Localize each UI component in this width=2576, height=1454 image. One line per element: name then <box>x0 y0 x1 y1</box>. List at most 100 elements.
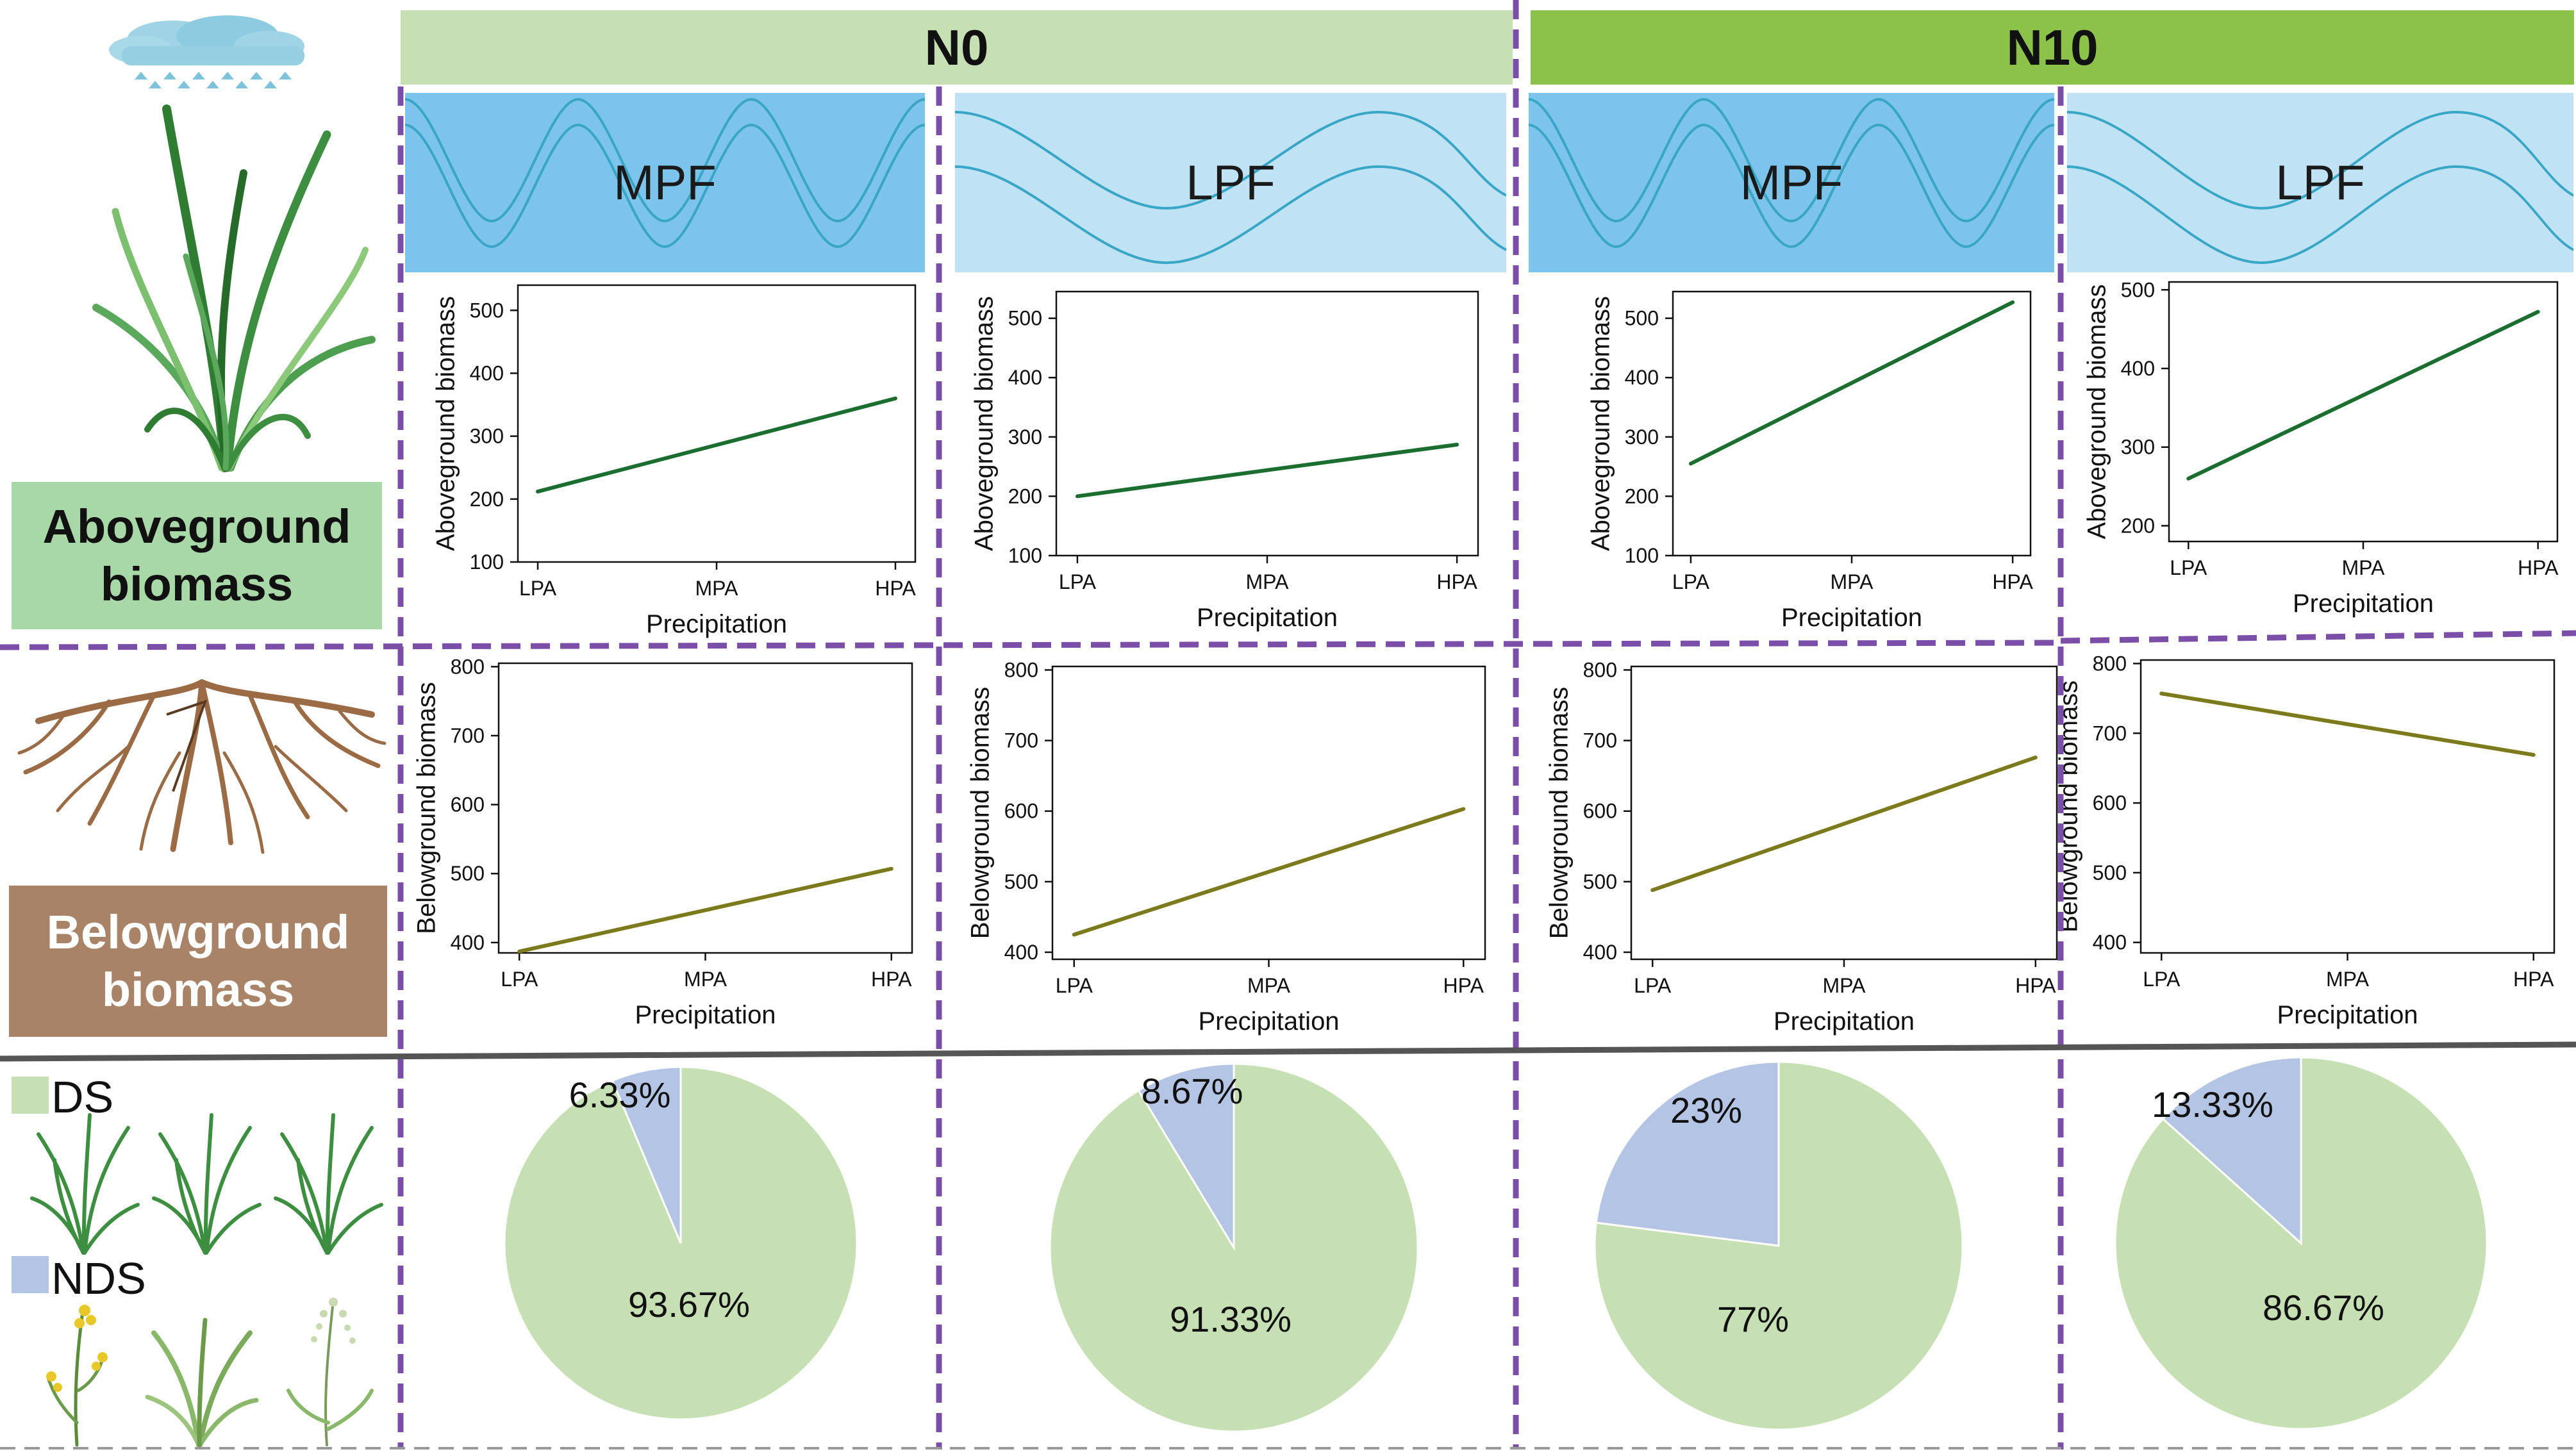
chart-pie-n0-mpf: 93.67% 6.33% <box>503 1066 858 1421</box>
x-axis-label: Precipitation <box>2293 590 2434 618</box>
y-tick-label: 200 <box>1008 484 1042 508</box>
y-tick-label: 100 <box>1008 544 1042 567</box>
y-tick-label: 300 <box>1008 425 1042 449</box>
y-tick-label: 500 <box>2093 861 2127 884</box>
y-axis-label: Aboveground biomass <box>432 296 460 551</box>
y-tick-label: 800 <box>1004 659 1038 682</box>
pie-label-nds: 23% <box>1670 1090 1742 1130</box>
y-tick-label: 600 <box>2093 791 2127 814</box>
y-tick-label: 800 <box>451 655 485 678</box>
chart-ag-n0-mpf: 100 200 300 400 500 LPA MPA HPA Precipitation Abo… <box>432 284 917 638</box>
y-axis-label: Belowground biomass <box>413 682 441 934</box>
plot-frame <box>2140 659 2555 954</box>
series-line <box>2159 691 2536 757</box>
chart-pie-n10-mpf: 77% 23% <box>1593 1061 1964 1431</box>
y-tick-label: 200 <box>1625 484 1659 508</box>
y-tick-label: 600 <box>1583 800 1617 823</box>
x-tick-label: HPA <box>2518 556 2559 579</box>
chart-pie-n0-lpf: 91.33% 8.67% <box>1049 1062 1419 1433</box>
pie-label-nds: 8.67% <box>1142 1071 1243 1111</box>
chart-ag-n10-mpf: 100 200 300 400 500 LPA MPA HPA Precipitation Abo… <box>1587 290 2033 632</box>
legend-ds-swatch <box>12 1077 49 1114</box>
plot-frame <box>517 284 917 563</box>
chart-bg-n0-mpf: 400 500 600 700 800 LPA MPA HPA Precipitation Bel… <box>413 655 913 1029</box>
x-tick-label: LPA <box>1672 570 1710 593</box>
x-tick-label: MPA <box>2342 556 2386 579</box>
n10-header: N10 <box>1531 10 2574 85</box>
chart-ag-n10-lpf: 200 300 400 500 LPA MPA HPA Precipitation Aboveg… <box>2083 278 2559 618</box>
pie-slice-nds <box>1595 1061 1780 1247</box>
chart-bg-n10-lpf: 400 500 600 700 800 LPA MPA HPA Precipitation Bel… <box>2055 652 2555 1029</box>
root-system-icon <box>17 679 386 854</box>
pie-slice-nds <box>1137 1062 1235 1252</box>
belowground-row-label: Belowground biomass <box>9 886 387 1037</box>
x-tick-label: HPA <box>2015 974 2056 997</box>
lpf-band-n0: LPF <box>955 93 1506 272</box>
x-tick-label: MPA <box>1831 570 1874 593</box>
y-tick-label: 400 <box>1583 941 1617 964</box>
series-line <box>1075 442 1459 499</box>
x-tick-label: LPA <box>1634 974 1672 997</box>
y-tick-label: 300 <box>1625 425 1659 449</box>
x-tick-label: LPA <box>1056 974 1093 997</box>
n0-header: N0 <box>401 10 1513 85</box>
pie-label-nds: 6.33% <box>569 1075 671 1115</box>
y-tick-label: 300 <box>2121 436 2155 459</box>
y-tick-label: 400 <box>2093 931 2127 954</box>
x-tick-label: LPA <box>2143 968 2181 991</box>
x-axis-label: Precipitation <box>1781 604 1922 632</box>
pie-label-ds: 77% <box>1717 1299 1789 1339</box>
y-tick-label: 700 <box>2093 722 2127 745</box>
y-tick-label: 600 <box>1004 800 1038 823</box>
x-axis-label: Precipitation <box>646 610 787 638</box>
y-tick-label: 100 <box>1625 544 1659 567</box>
x-tick-label: MPA <box>684 968 727 991</box>
chart-ag-n0-lpf: 100 200 300 400 500 LPA MPA HPA Precipitation Abo… <box>970 290 1479 632</box>
ds-plants-icon <box>30 1113 383 1255</box>
plot-frame <box>497 662 913 954</box>
y-tick-label: 400 <box>1625 366 1659 389</box>
y-tick-label: 200 <box>2121 514 2155 537</box>
plot-frame <box>1672 290 2032 557</box>
mpf-label-n10: MPF <box>1740 155 1843 210</box>
y-axis-label: Belowground biomass <box>1545 687 1574 939</box>
y-tick-label: 500 <box>1008 307 1042 330</box>
x-axis-label: Precipitation <box>635 1001 776 1029</box>
chart-bg-n10-mpf: 400 500 600 700 800 LPA MPA HPA Precipitation Bel… <box>1545 659 2058 1036</box>
x-tick-label: LPA <box>1059 570 1097 593</box>
x-tick-label: MPA <box>695 577 739 600</box>
y-tick-label: 700 <box>1583 729 1617 752</box>
y-axis-label: Belowground biomass <box>2055 681 2083 933</box>
nds-plants-icon <box>46 1298 374 1448</box>
y-tick-label: 400 <box>1008 366 1042 389</box>
lpf-label-n10: LPF <box>2275 155 2365 210</box>
mpf-band-n10: MPF <box>1529 93 2054 272</box>
plot-frame <box>2168 281 2559 543</box>
legend-nds-swatch <box>12 1256 49 1293</box>
y-tick-label: 500 <box>2121 278 2155 301</box>
x-tick-label: MPA <box>1246 570 1290 593</box>
pie-slice-ds <box>2114 1056 2488 1430</box>
y-tick-label: 600 <box>451 793 485 816</box>
x-tick-label: MPA <box>1823 974 1866 997</box>
y-tick-label: 400 <box>2121 357 2155 380</box>
x-tick-label: MPA <box>2326 968 2370 991</box>
x-axis-label: Precipitation <box>1774 1007 1915 1036</box>
lpf-band-n10: LPF <box>2067 93 2573 272</box>
chart-pie-n10-lpf: 86.67% 13.33% <box>2114 1056 2488 1430</box>
grass-plant-icon <box>92 104 376 472</box>
mpf-label-n0: MPF <box>613 155 717 210</box>
x-tick-label: LPA <box>2170 556 2207 579</box>
legend-nds-label: NDS <box>51 1253 146 1303</box>
y-tick-label: 500 <box>451 862 485 885</box>
y-tick-label: 500 <box>1583 870 1617 893</box>
chart-bg-n0-lpf: 400 500 600 700 800 LPA MPA HPA Precipitation Bel… <box>967 659 1486 1036</box>
y-axis-label: Aboveground biomass <box>970 296 999 551</box>
y-axis-label: Belowground biomass <box>967 687 995 939</box>
y-tick-label: 400 <box>470 361 504 384</box>
y-tick-label: 500 <box>1625 307 1659 330</box>
pie-label-nds: 13.33% <box>2152 1084 2273 1125</box>
plot-frame <box>1055 290 1479 557</box>
y-tick-label: 800 <box>2093 652 2127 675</box>
